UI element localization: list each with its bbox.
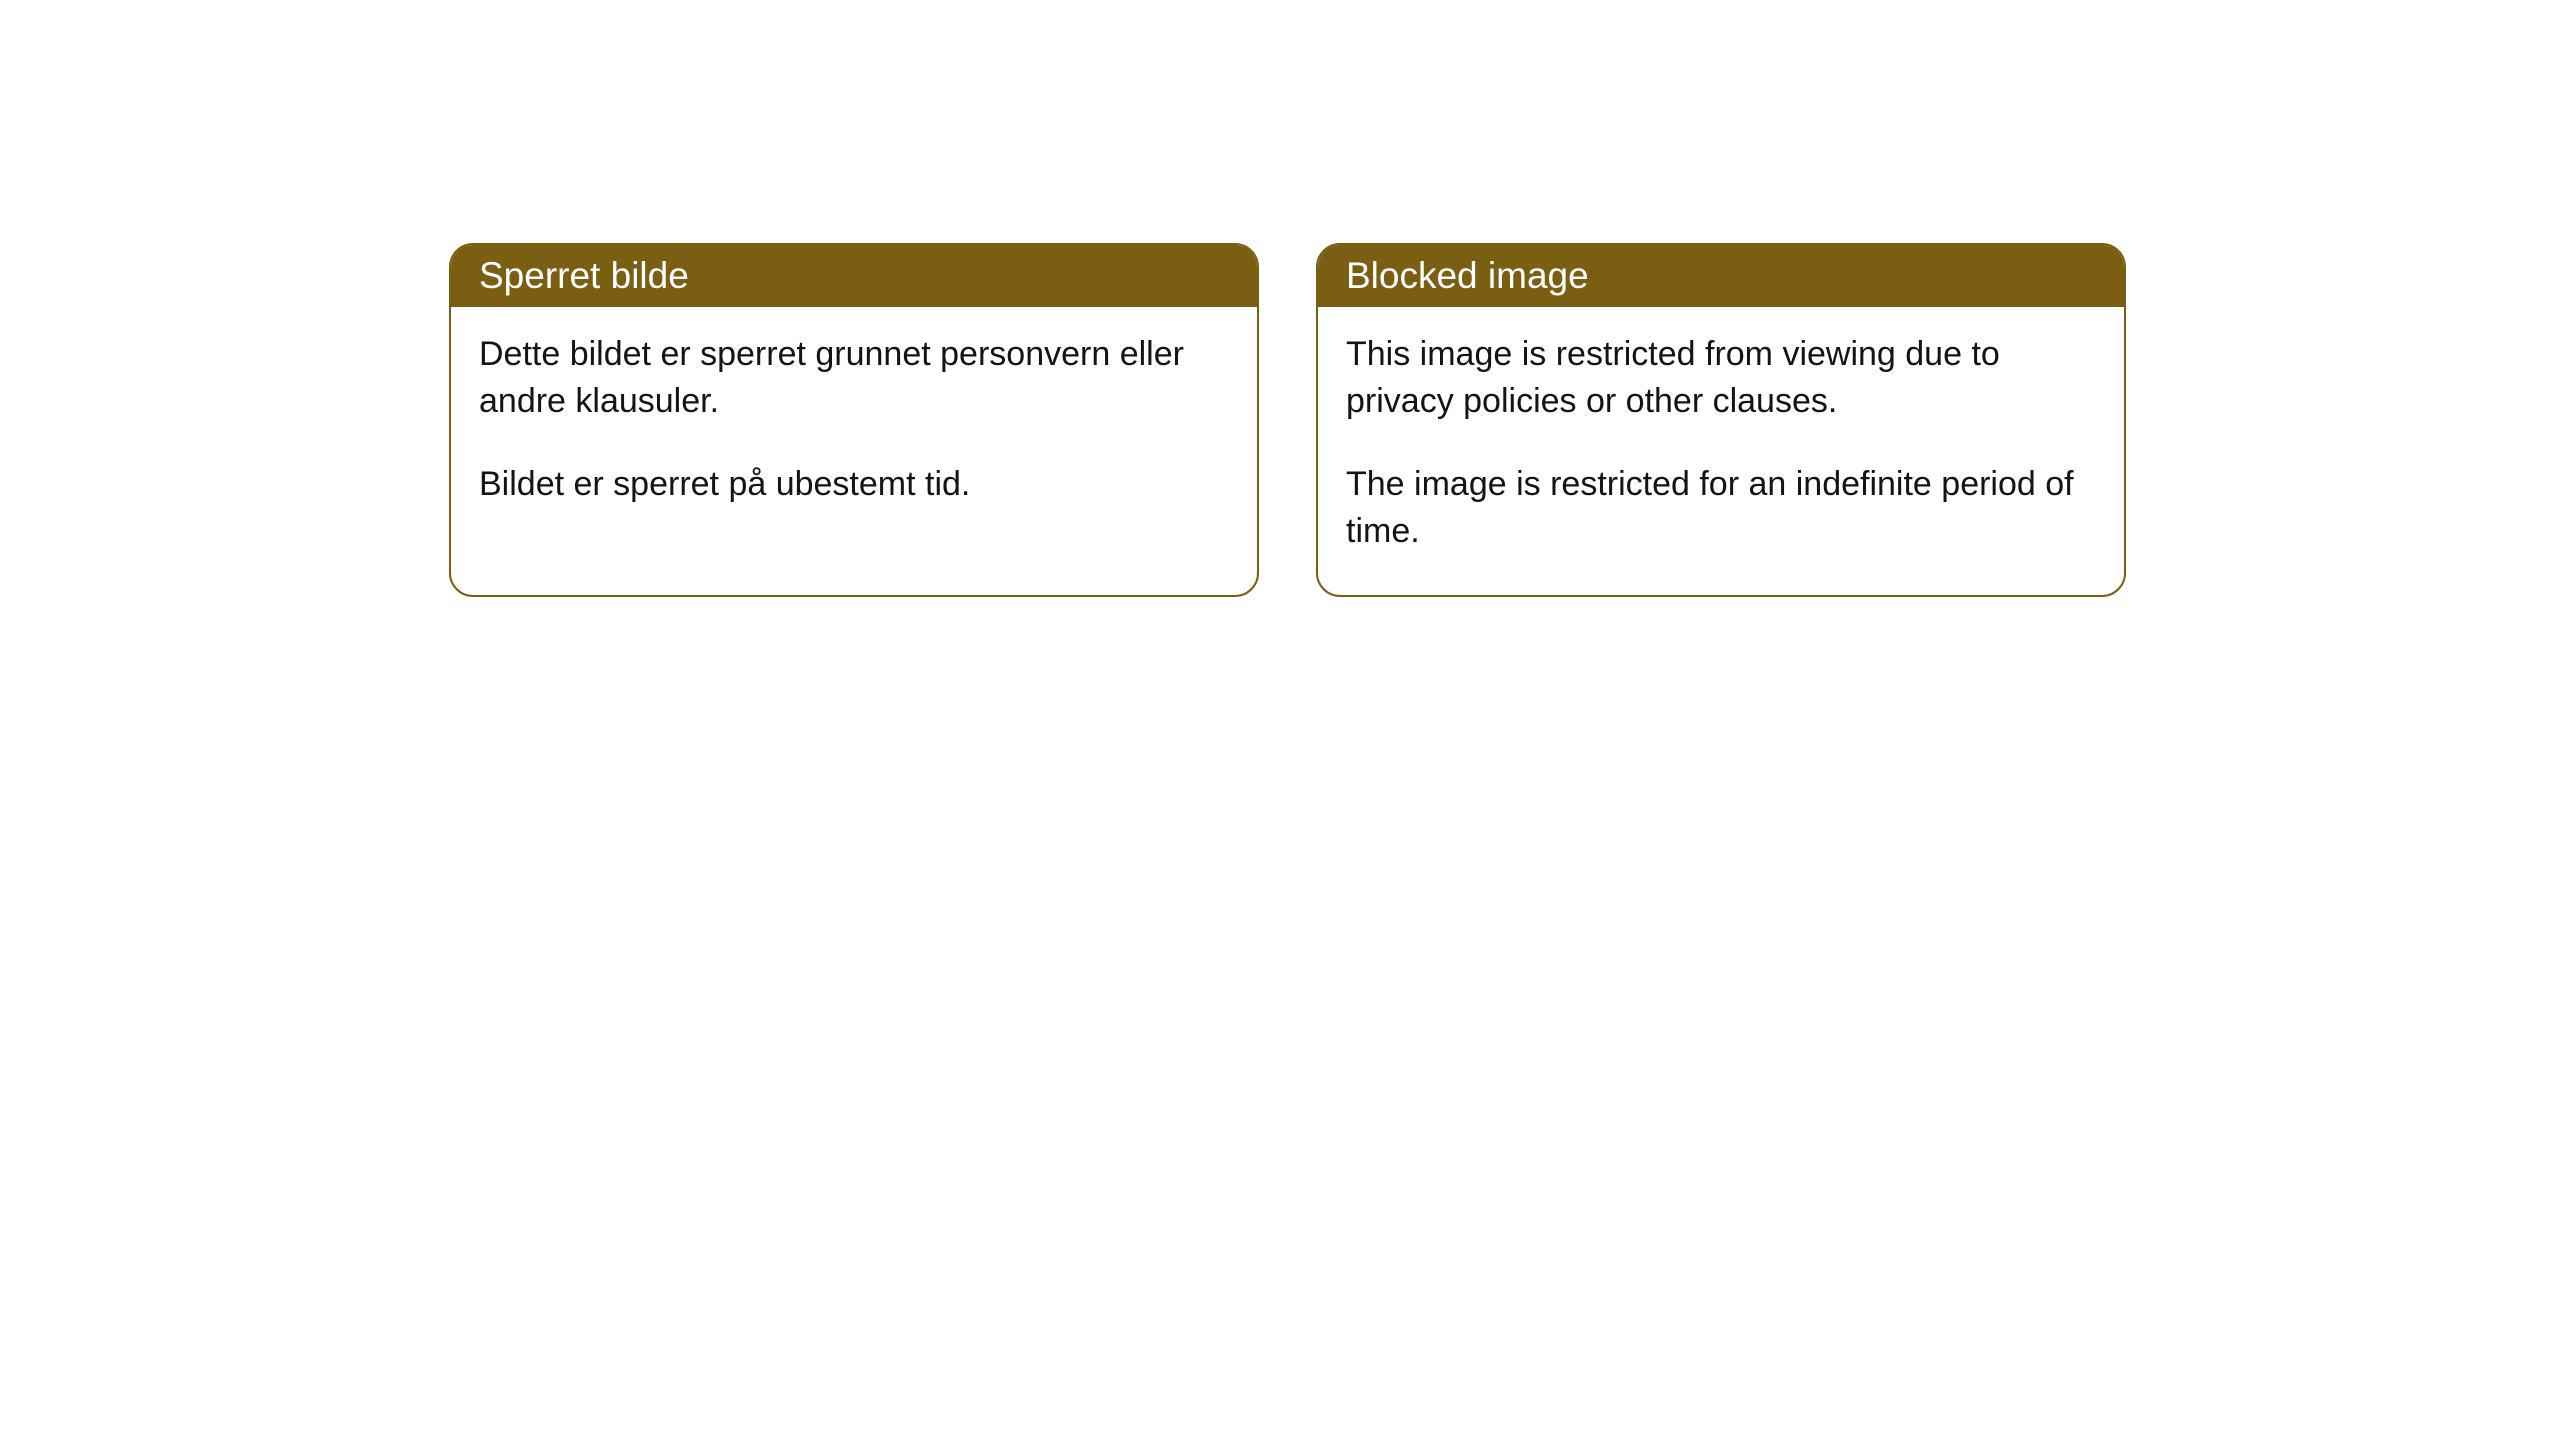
card-header-english: Blocked image: [1318, 245, 2124, 307]
notice-card-norwegian: Sperret bilde Dette bildet er sperret gr…: [449, 243, 1259, 597]
card-body-norwegian: Dette bildet er sperret grunnet personve…: [451, 307, 1257, 548]
card-header-norwegian: Sperret bilde: [451, 245, 1257, 307]
card-paragraph: Dette bildet er sperret grunnet personve…: [479, 331, 1229, 425]
card-title: Blocked image: [1346, 255, 1589, 296]
notice-card-english: Blocked image This image is restricted f…: [1316, 243, 2126, 597]
card-body-english: This image is restricted from viewing du…: [1318, 307, 2124, 595]
card-title: Sperret bilde: [479, 255, 689, 296]
notice-cards-container: Sperret bilde Dette bildet er sperret gr…: [449, 243, 2560, 597]
card-paragraph: The image is restricted for an indefinit…: [1346, 461, 2096, 555]
card-paragraph: This image is restricted from viewing du…: [1346, 331, 2096, 425]
card-paragraph: Bildet er sperret på ubestemt tid.: [479, 461, 1229, 508]
